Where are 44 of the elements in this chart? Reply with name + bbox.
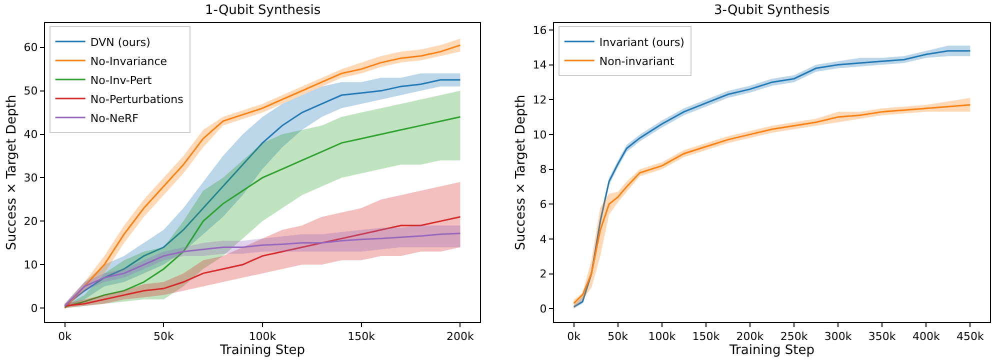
y-axis-title: Success × Target Depth bbox=[514, 94, 529, 250]
y-tick-label: 40 bbox=[24, 128, 38, 142]
x-tick-label: 300k bbox=[824, 330, 852, 344]
y-tick-label: 4 bbox=[540, 232, 547, 246]
legend-label: DVN (ours) bbox=[90, 36, 150, 49]
y-tick-label: 16 bbox=[532, 24, 547, 37]
x-tick-label: 400k bbox=[912, 330, 940, 344]
legend-label: No-Perturbations bbox=[90, 92, 184, 106]
x-tick-label: 450k bbox=[956, 330, 984, 344]
x-tick-label: 100k bbox=[648, 330, 676, 344]
y-tick-label: 6 bbox=[540, 198, 547, 211]
x-tick-label: 200k bbox=[446, 330, 475, 344]
y-tick-label: 2 bbox=[540, 268, 547, 281]
x-tick-label: 150k bbox=[692, 330, 720, 344]
x-tick-label: 0k bbox=[567, 330, 582, 344]
y-tick-label: 30 bbox=[24, 172, 38, 185]
y-tick-label: 10 bbox=[24, 258, 38, 272]
legend-label: No-Inv-Pert bbox=[90, 74, 152, 87]
y-axis-title: Success × Target Depth bbox=[4, 94, 20, 250]
x-tick-label: 250k bbox=[780, 330, 808, 344]
legend-label: No-NeRF bbox=[90, 112, 138, 125]
x-tick-label: 0k bbox=[58, 330, 72, 344]
x-tick-label: 50k bbox=[608, 330, 629, 344]
y-tick-label: 20 bbox=[24, 215, 38, 228]
x-tick-label: 350k bbox=[868, 330, 896, 344]
y-tick-label: 12 bbox=[532, 93, 547, 106]
x-axis-title: Training Step bbox=[728, 343, 815, 358]
x-tick-label: 200k bbox=[736, 330, 764, 344]
y-tick-label: 10 bbox=[532, 128, 547, 142]
chart-title: 1-Qubit Synthesis bbox=[205, 3, 321, 18]
y-tick-label: 8 bbox=[540, 163, 547, 176]
x-axis-title: Training Step bbox=[218, 343, 306, 358]
x-tick-label: 50k bbox=[153, 330, 174, 344]
y-tick-label: 60 bbox=[24, 41, 38, 54]
legend-label: Non-invariant bbox=[599, 54, 675, 68]
y-tick-label: 0 bbox=[30, 302, 38, 315]
legend-label: No-Invariance bbox=[90, 54, 168, 68]
y-tick-label: 0 bbox=[540, 302, 547, 316]
x-tick-label: 150k bbox=[348, 330, 376, 344]
chart-title: 3-Qubit Synthesis bbox=[714, 3, 830, 18]
x-tick-label: 100k bbox=[248, 330, 277, 344]
y-tick-label: 50 bbox=[24, 84, 38, 98]
y-tick-label: 14 bbox=[532, 58, 547, 72]
legend-label: Invariant (ours) bbox=[599, 36, 684, 49]
